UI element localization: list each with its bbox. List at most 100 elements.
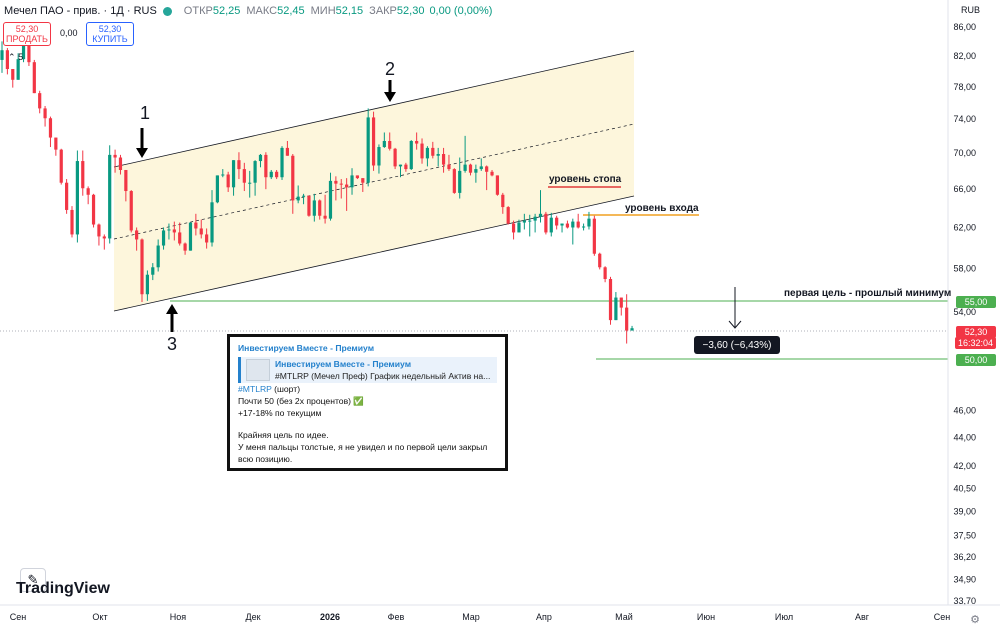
tg-quote-title: Инвестируем Вместе - Премиум: [275, 359, 412, 369]
tg-spacer: [238, 419, 497, 429]
currency-label[interactable]: RUB: [960, 5, 980, 15]
tg-line-4: У меня пальцы толстые, я не увидел и по …: [238, 442, 488, 452]
candle-body: [167, 229, 171, 231]
candle: [16, 53, 20, 80]
candle-body: [194, 222, 198, 229]
candle: [318, 199, 322, 220]
time-tick-label: Июл: [775, 612, 793, 622]
candle: [226, 171, 230, 192]
candle: [48, 116, 53, 148]
candle: [199, 219, 203, 239]
candle-body: [54, 137, 58, 150]
price-scale: 86,00 82,00 78,00 74,00 70,00 66,00 62,00 58,00…: [953, 22, 976, 606]
candle: [608, 276, 613, 325]
candle: [377, 144, 381, 174]
arrow-head: [728, 320, 742, 329]
arrow-up-3-icon: [166, 304, 178, 332]
buy-button[interactable]: 52,30 КУПИТЬ: [86, 22, 134, 46]
candle: [565, 220, 570, 229]
candle: [43, 105, 47, 127]
arrow-head: [166, 304, 178, 314]
high-label: МАКС: [246, 5, 278, 17]
candle-body: [145, 274, 149, 295]
candle: [312, 193, 316, 222]
candle: [479, 158, 483, 171]
drawings-layer: [0, 0, 949, 605]
candle-body: [258, 154, 263, 162]
candle-body: [237, 160, 241, 170]
arrow-down-target-icon: [728, 287, 742, 329]
candle-body: [151, 267, 155, 275]
candle-body: [544, 213, 548, 233]
price-tick-label: 78,00: [953, 82, 976, 92]
candle-body: [59, 149, 63, 183]
candle: [188, 222, 193, 251]
interval-chip[interactable]: ⌃ 5: [8, 52, 23, 63]
candle-body: [280, 147, 284, 178]
candle-body: [161, 230, 166, 246]
price-tick-label: 36,20: [953, 552, 976, 562]
candle-body: [619, 297, 623, 308]
drawing-tool-button[interactable]: ✎: [20, 568, 46, 592]
candle: [581, 223, 586, 231]
candle: [538, 190, 543, 223]
sell-button[interactable]: 52,30 ПРОДАТЬ: [3, 22, 51, 46]
candle-body: [91, 194, 96, 225]
candle: [221, 169, 225, 178]
close-value: 52,30: [396, 5, 425, 17]
candle: [194, 213, 198, 236]
candle-body: [135, 230, 139, 240]
tradingview-logo: TradingView: [16, 580, 110, 598]
candle-body: [275, 171, 279, 178]
candle: [506, 206, 510, 225]
candle-body: [102, 236, 106, 239]
candle: [592, 215, 596, 256]
settings-icon[interactable]: ⚙: [970, 614, 980, 626]
candle: [393, 147, 397, 170]
price-range-delta[interactable]: −3,60 (−6,43%): [694, 336, 780, 354]
candles-layer: [0, 41, 634, 344]
candle: [598, 252, 602, 270]
time-tick-label: Сен: [10, 612, 27, 622]
candle: [619, 297, 623, 316]
symbol-title[interactable]: Мечел ПАО - прив. · 1Д · RUS: [4, 5, 157, 17]
first-target-label: первая цель - прошлый минимум: [784, 288, 952, 299]
candle: [210, 190, 214, 247]
low-label: МИН: [310, 5, 336, 17]
candle: [382, 132, 386, 148]
candle-body: [188, 222, 193, 251]
candle: [549, 212, 553, 237]
candle: [355, 175, 360, 180]
price-tick-label: 82,00: [953, 51, 976, 61]
buy-label: КУПИТЬ: [92, 34, 128, 44]
candle: [301, 193, 306, 205]
candle-body: [21, 45, 26, 60]
candle: [560, 223, 564, 233]
candle: [205, 228, 209, 249]
tg-line-3: Крайняя цель по идее.: [238, 430, 329, 440]
candle: [361, 178, 365, 192]
tg-reply-quote: Инвестируем Вместе - Премиум #MTLRP (Меч…: [238, 357, 497, 383]
sell-price: 52,30: [15, 24, 39, 34]
symbol-legend[interactable]: Мечел ПАО - прив. · 1Д · RUS ОТКР 52,25 М…: [4, 3, 492, 19]
candle: [630, 325, 634, 331]
candle: [242, 162, 246, 192]
price-tick-label: 74,00: [953, 114, 976, 124]
candle: [11, 69, 15, 88]
candle-body: [576, 221, 580, 228]
candle-body: [393, 148, 397, 167]
candle: [102, 234, 106, 250]
candle: [27, 45, 31, 66]
candle-body: [479, 166, 483, 170]
point-label-3: 3: [167, 334, 178, 354]
tg-hashtag-suffix: (шорт): [271, 384, 301, 394]
candle-body: [27, 45, 31, 63]
sell-label: ПРОДАТЬ: [6, 34, 48, 44]
candle-body: [382, 140, 386, 148]
candle: [409, 140, 413, 170]
candle-body: [630, 328, 634, 331]
candle: [345, 178, 349, 211]
candle: [285, 140, 290, 156]
tg-quote-body: #MTLRP (Мечел Преф) График недельный Акт…: [275, 371, 491, 381]
